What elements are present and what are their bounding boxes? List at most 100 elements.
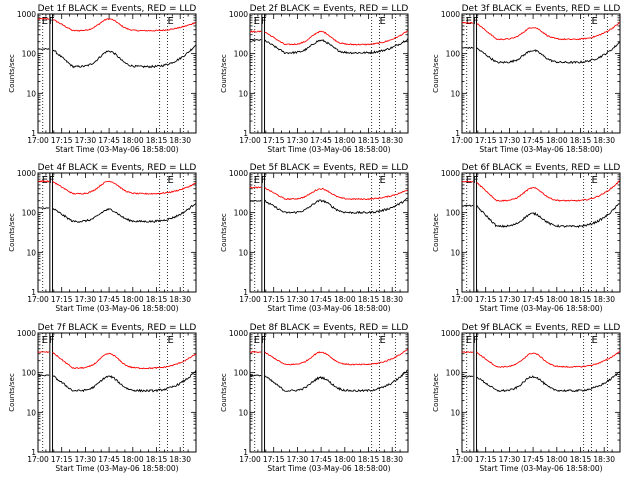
x-tick-label: 18:30 — [593, 295, 615, 304]
y-tick-label: 1 — [455, 129, 460, 138]
plot-frame — [249, 332, 409, 453]
y-tick-label: 100 — [234, 369, 249, 378]
panel-1: Det 1f BLACK = Events, RED = LLD 1 10 100 10… — [8, 4, 197, 154]
y-tick-label: 100 — [22, 50, 37, 59]
eclipse-flag: E — [168, 175, 174, 186]
x-tick-label: 17:15 — [51, 136, 73, 145]
x-tick-label: 18:15 — [358, 455, 380, 464]
saa-flag: F — [261, 335, 267, 346]
panel-title: Det 1f BLACK = Events, RED = LLD — [38, 4, 197, 14]
saa-flag: F — [49, 16, 55, 27]
x-axis-label: Start Time (03-May-06 18:58:00) — [55, 304, 178, 313]
eclipse-flag: E — [466, 16, 472, 27]
x-axis-label: Start Time (03-May-06 18:58:00) — [55, 464, 178, 473]
eclipse-flag: E — [42, 175, 48, 186]
lld-series-line — [250, 30, 408, 46]
panel-4: Det 4f BLACK = Events, RED = LLD 1 10 100 10… — [8, 163, 197, 313]
panel-3: Det 3f BLACK = Events, RED = LLD 1 10 100 10… — [432, 4, 621, 154]
y-axis-label: Counts/sec — [220, 373, 228, 412]
x-tick-label: 18:30 — [169, 295, 191, 304]
y-axis-label: Counts/sec — [220, 54, 228, 93]
eclipse-flag: E — [42, 335, 48, 346]
x-axis-label: Start Time (03-May-06 18:58:00) — [267, 304, 390, 313]
x-tick-label: 18:00 — [122, 295, 144, 304]
x-tick-label: 17:45 — [98, 295, 120, 304]
x-tick-label: 17:00 — [27, 295, 49, 304]
panel-2: Det 2f BLACK = Events, RED = LLD 1 10 100 10… — [220, 4, 409, 154]
x-tick-label: 17:15 — [51, 295, 73, 304]
events-series-line — [249, 197, 408, 215]
x-tick-label: 17:30 — [499, 455, 521, 464]
x-tick-label: 17:45 — [310, 455, 332, 464]
x-tick-label: 17:30 — [287, 295, 309, 304]
x-tick-label: 18:15 — [146, 295, 168, 304]
x-tick-label: 18:15 — [358, 136, 380, 145]
y-tick-label: 1000 — [17, 10, 36, 19]
eclipse-flag: E — [168, 335, 174, 346]
y-tick-label: 100 — [234, 209, 249, 218]
x-tick-label: 18:00 — [334, 455, 356, 464]
y-tick-label: 10 — [450, 248, 460, 257]
x-tick-label: 18:15 — [358, 295, 380, 304]
x-tick-label: 17:30 — [499, 295, 521, 304]
panel-title: Det 6f BLACK = Events, RED = LLD — [462, 163, 621, 173]
plot-frame — [461, 332, 621, 453]
eclipse-flag: E — [380, 16, 386, 27]
lld-series-line — [37, 351, 196, 370]
y-tick-label: 1000 — [441, 169, 460, 178]
eclipse-flag: E — [254, 16, 260, 27]
panel-5: Det 5f BLACK = Events, RED = LLD 1 10 100 10… — [220, 163, 409, 313]
panel-title: Det 3f BLACK = Events, RED = LLD — [462, 4, 621, 14]
x-tick-label: 18:15 — [570, 295, 592, 304]
y-tick-label: 1 — [243, 288, 248, 297]
y-tick-label: 10 — [450, 408, 460, 417]
eclipse-flag: E — [466, 335, 472, 346]
y-tick-label: 1 — [243, 129, 248, 138]
x-tick-label: 17:00 — [451, 295, 473, 304]
eclipse-flag: E — [592, 175, 598, 186]
x-tick-label: 17:45 — [310, 295, 332, 304]
x-tick-label: 18:30 — [593, 136, 615, 145]
plot-frame — [37, 13, 197, 134]
x-tick-label: 17:00 — [239, 295, 261, 304]
lld-series-line — [37, 180, 196, 195]
x-tick-label: 17:30 — [287, 136, 309, 145]
saa-flag: F — [49, 175, 55, 186]
eclipse-flag: E — [592, 16, 598, 27]
events-series-line — [461, 371, 621, 393]
x-tick-label: 17:45 — [98, 136, 120, 145]
x-tick-label: 17:15 — [475, 455, 497, 464]
x-tick-label: 17:45 — [310, 136, 332, 145]
x-tick-label: 17:45 — [522, 455, 544, 464]
eclipse-flag: E — [380, 175, 386, 186]
y-tick-label: 100 — [446, 209, 461, 218]
x-tick-label: 17:15 — [475, 136, 497, 145]
y-tick-label: 1 — [455, 288, 460, 297]
eclipse-flag: E — [380, 335, 386, 346]
x-tick-label: 17:30 — [499, 136, 521, 145]
x-tick-label: 18:00 — [546, 295, 568, 304]
saa-flag: F — [49, 335, 55, 346]
panel-7: Det 7f BLACK = Events, RED = LLD 1 10 100 10… — [8, 323, 197, 473]
x-tick-label: 17:15 — [51, 455, 73, 464]
x-axis-label: Start Time (03-May-06 18:58:00) — [267, 145, 390, 154]
x-tick-label: 18:00 — [122, 136, 144, 145]
panel-title: Det 8f BLACK = Events, RED = LLD — [250, 323, 409, 333]
events-series-line — [37, 44, 197, 69]
x-tick-label: 18:00 — [334, 136, 356, 145]
y-tick-label: 100 — [22, 369, 37, 378]
y-tick-label: 1 — [31, 448, 36, 457]
x-tick-label: 17:45 — [98, 455, 120, 464]
y-tick-label: 1 — [455, 448, 460, 457]
panel-title: Det 9f BLACK = Events, RED = LLD — [462, 323, 621, 333]
x-tick-label: 18:30 — [381, 455, 403, 464]
x-tick-label: 17:30 — [75, 295, 97, 304]
y-tick-label: 1 — [31, 288, 36, 297]
panel-8: Det 8f BLACK = Events, RED = LLD 1 10 100 10… — [220, 323, 409, 473]
x-tick-label: 17:15 — [263, 136, 285, 145]
y-tick-label: 1000 — [441, 329, 460, 338]
y-tick-label: 1000 — [229, 169, 248, 178]
x-tick-label: 17:30 — [75, 455, 97, 464]
eclipse-flag: E — [592, 335, 598, 346]
